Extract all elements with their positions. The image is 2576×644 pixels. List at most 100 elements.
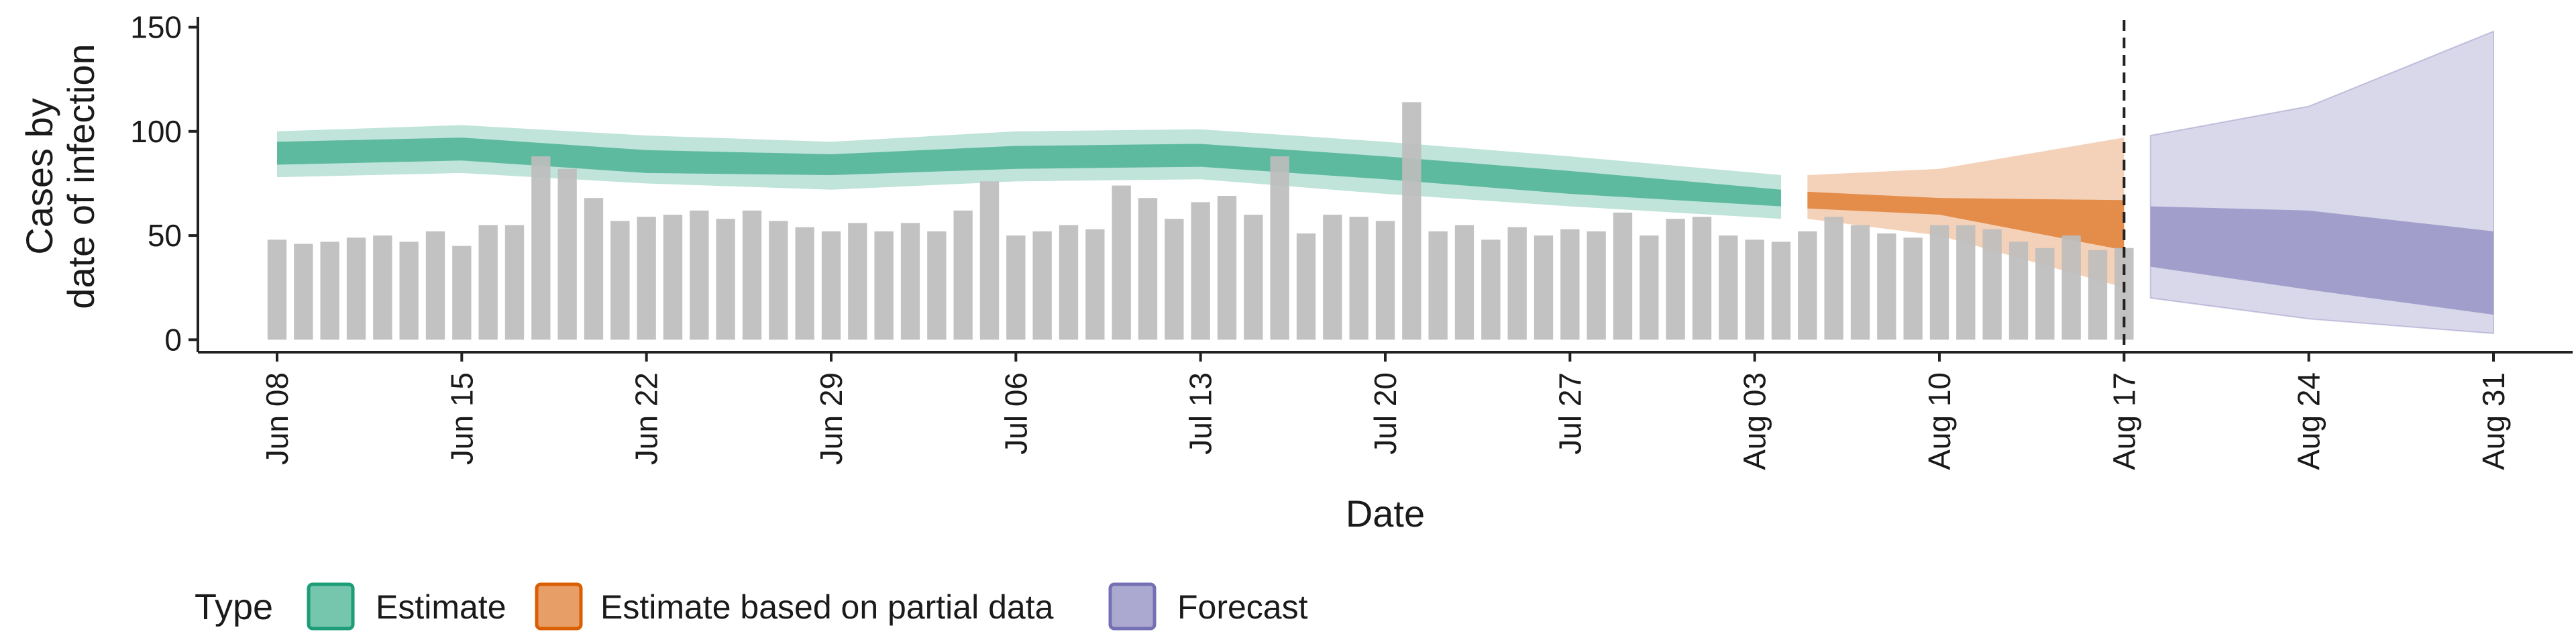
bar [1085,229,1105,340]
bar [1798,231,1817,340]
bar [874,231,894,340]
x-tick-label: Jul 06 [998,372,1033,455]
bar [848,223,867,340]
legend-label-estimate-based-on-partial-data: Estimate based on partial data [600,588,1054,626]
bar [1481,239,1501,340]
bar [1165,219,1184,340]
bar [1666,219,1685,340]
x-tick-label: Aug 17 [2106,372,2141,470]
x-tick-label: Aug 24 [2292,372,2326,470]
legend-label-estimate: Estimate [376,588,506,626]
bar [584,198,604,340]
bar [531,156,551,340]
x-tick-label: Jul 20 [1368,372,1403,455]
bar [1692,217,1712,340]
legend-key-estimate-based-on-partial-data [535,582,583,631]
x-tick-label: Jun 15 [444,372,479,465]
bar [1613,212,1633,340]
bar [1296,233,1316,340]
x-tick-label: Jul 27 [1552,372,1587,455]
bars-layer [267,102,2134,340]
bar [425,231,445,340]
bar [320,241,339,340]
bar [953,210,973,340]
bar [1929,225,1949,340]
y-tick-label: 150 [130,10,182,45]
bar [2008,241,2029,340]
bar [267,239,287,340]
bar [1191,202,1210,340]
bar [1059,225,1079,340]
bar [1956,225,1976,340]
legend: Type Estimate Estimate based on partial da… [195,582,1308,631]
bar [1006,235,1026,340]
bar [504,225,525,340]
bar [927,231,947,340]
estimate-inner-band [277,138,1781,207]
bar [346,237,366,340]
bar [1402,102,1421,340]
bar [373,235,392,340]
bar [399,241,419,340]
bar [1112,185,1131,340]
bar [1138,198,1158,340]
bar [1507,227,1527,340]
y-tick-label: 0 [164,322,182,357]
bar [1850,225,1870,340]
x-tick-label: Aug 31 [2476,372,2511,470]
bar [1719,235,1738,340]
bar [1323,215,1342,340]
bar [1587,231,1606,340]
bar [637,217,656,340]
bar [1534,235,1554,340]
legend-key-forecast [1108,582,1157,631]
y-axis-title-line-2: date of infection [60,44,102,309]
bar [1270,156,1289,340]
estimate-based-on-partial-data-inner-band [1807,191,2125,250]
y-axis-title: Cases bydate of infection [18,44,102,309]
bar [979,181,1000,340]
bar [821,231,841,340]
bar [663,215,683,340]
bar [1244,215,1263,340]
bar [1428,231,1448,340]
bar [1349,217,1368,340]
legend-key-estimate [307,582,355,631]
bar [610,221,630,340]
bar [2035,248,2055,340]
bar [1824,217,1843,340]
bar [1375,221,1395,340]
x-tick-label: Jun 22 [629,372,664,465]
bar [742,210,762,340]
bar [1982,229,2002,340]
bar [1745,239,1764,340]
bar [795,227,814,340]
bar [769,221,788,340]
x-tick-label: Jun 29 [814,372,849,465]
x-tick-label: Jul 13 [1183,372,1218,455]
x-tick-label: Jun 08 [260,372,294,465]
forecast-band-outline [2149,30,2494,335]
bar [1217,196,1237,340]
bar [1560,229,1580,340]
bar [2088,250,2108,340]
y-axis-title-line-1: Cases by [18,98,60,254]
bar [1454,225,1474,340]
x-tick-label: Aug 03 [1737,372,1772,470]
legend-label-forecast: Forecast [1177,588,1308,626]
bar [1032,231,1052,340]
bar [452,246,472,340]
bar [690,210,709,340]
x-tick-label: Aug 10 [1922,372,1957,470]
bar [716,219,735,340]
bar [1771,241,1791,340]
bar [900,223,920,340]
bar [1877,233,1896,340]
forecast-inner-band [2150,206,2493,315]
x-axis-title: Date [1346,492,1425,535]
y-tick-label: 50 [148,218,182,253]
bar [1640,235,1659,340]
y-tick-label: 100 [130,114,182,149]
bar [478,225,498,340]
